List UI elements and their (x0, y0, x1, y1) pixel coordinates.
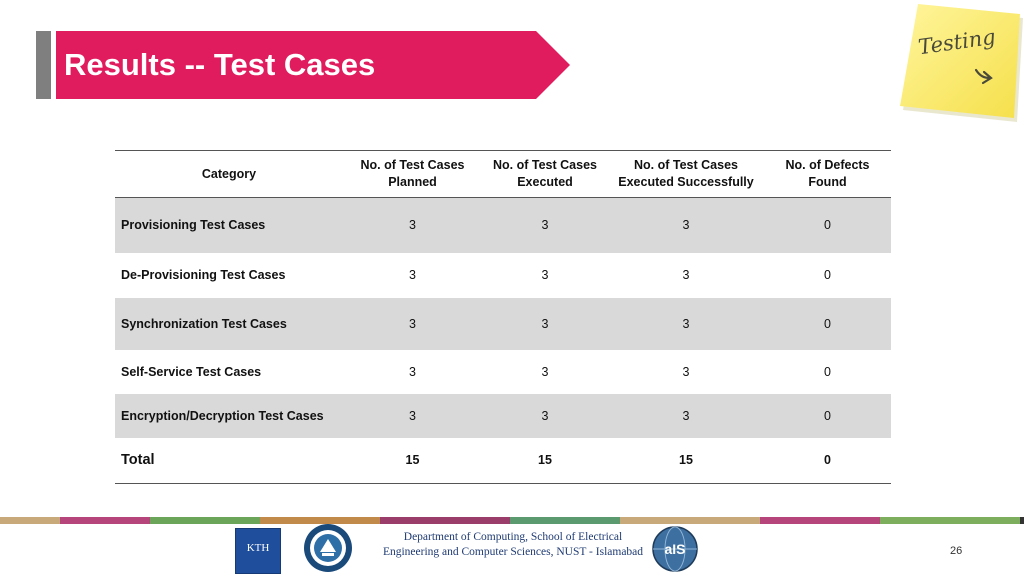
row-executed: 3 (482, 197, 608, 253)
row-defects: 0 (824, 364, 831, 379)
total-planned: 15 (343, 437, 482, 484)
row-category: Self-Service Test Cases (121, 364, 262, 379)
header-category: Category (115, 150, 343, 198)
row-executed: 3 (541, 364, 549, 379)
table-header: Category No. of Test Cases Planned No. o… (115, 150, 891, 198)
header-defects: No. of Defects Found (764, 150, 891, 198)
table-total-row: Total 15 15 15 0 (115, 437, 891, 484)
title-accent-bar (36, 31, 51, 99)
row-defects: 0 (764, 197, 891, 253)
row-planned: 3 (409, 268, 416, 282)
table-row: Self-Service Test Cases 3 3 3 0 (115, 350, 891, 394)
ais-globe-icon: aIS (652, 526, 698, 572)
row-executed: 3 (541, 268, 549, 282)
footer-decorative-strip (0, 517, 1024, 524)
row-planned: 3 (343, 297, 482, 350)
kth-logo-text: KTH (246, 542, 270, 554)
row-executed: 3 (482, 393, 608, 438)
table-body: Provisioning Test Cases 3 3 3 0 De-Provi… (115, 197, 891, 484)
row-planned: 3 (343, 197, 482, 253)
nust-seal-icon (304, 524, 352, 572)
header-successful: No. of Test Cases Executed Successfully (608, 150, 764, 198)
department-text: Department of Computing, School of Elect… (382, 531, 644, 558)
ais-logo-text: aIS (664, 541, 685, 557)
total-defects: 0 (764, 437, 891, 484)
table-row: Synchronization Test Cases 3 3 3 0 (115, 297, 891, 350)
arrow-right-curved-icon (974, 68, 993, 85)
row-defects: 0 (824, 268, 831, 282)
table-row: Encryption/Decryption Test Cases 3 3 3 0 (115, 393, 891, 438)
row-planned: 3 (409, 364, 416, 379)
total-label: Total (115, 437, 343, 484)
title-banner: Results -- Test Cases (56, 31, 570, 99)
total-executed: 15 (482, 437, 608, 484)
row-defects: 0 (764, 297, 891, 350)
slide-title: Results -- Test Cases (64, 47, 376, 82)
row-successful: 3 (608, 393, 764, 438)
row-category: Synchronization Test Cases (115, 297, 343, 350)
sticky-note: Testing (880, 0, 1024, 125)
results-table: Category No. of Test Cases Planned No. o… (115, 150, 891, 484)
table-row: Provisioning Test Cases 3 3 3 0 (115, 197, 891, 253)
row-executed: 3 (482, 297, 608, 350)
row-planned: 3 (343, 393, 482, 438)
page-number: 26 (950, 545, 963, 557)
ais-logo: aIS (651, 526, 699, 572)
header-executed: No. of Test Cases Executed (482, 150, 608, 198)
kth-logo: KTH (235, 528, 281, 574)
row-category: De-Provisioning Test Cases (121, 268, 286, 282)
row-successful: 3 (682, 364, 690, 379)
sticky-note-shape (900, 4, 1023, 122)
row-successful: 3 (608, 197, 764, 253)
table-header-row: Category No. of Test Cases Planned No. o… (115, 150, 891, 198)
title-banner-shape (56, 31, 570, 99)
row-defects: 0 (764, 393, 891, 438)
nust-logo (303, 523, 353, 573)
header-planned: No. of Test Cases Planned (343, 150, 482, 198)
row-category: Provisioning Test Cases (115, 197, 343, 253)
row-successful: 3 (682, 268, 690, 282)
total-successful: 15 (608, 437, 764, 484)
table-row: De-Provisioning Test Cases 3 3 3 0 (115, 253, 891, 298)
row-successful: 3 (608, 297, 764, 350)
row-category: Encryption/Decryption Test Cases (115, 393, 343, 438)
